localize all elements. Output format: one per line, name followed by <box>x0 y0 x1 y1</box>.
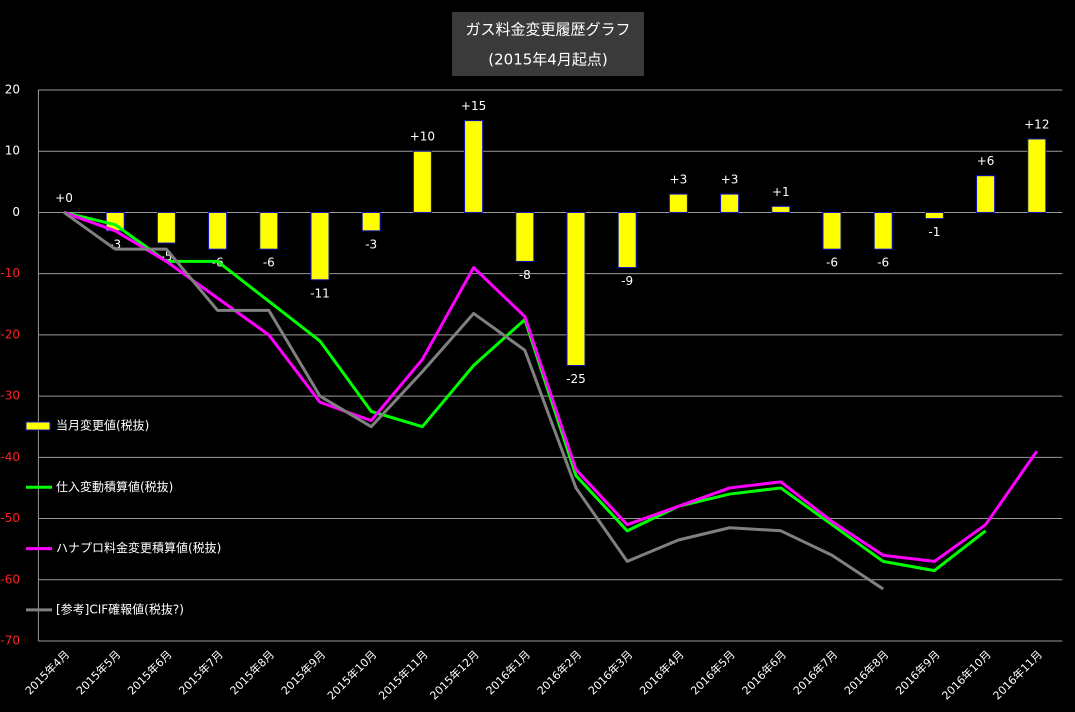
data-label: -11 <box>310 286 330 300</box>
line-series <box>63 211 885 591</box>
data-label: -3 <box>109 237 121 251</box>
y-tick-label: -40 <box>0 450 20 464</box>
data-label: +3 <box>721 173 739 187</box>
y-tick-label: -10 <box>0 266 20 280</box>
bar <box>822 211 842 250</box>
bar <box>924 211 944 220</box>
bar <box>208 211 228 250</box>
bar <box>1027 138 1047 213</box>
chart-subtitle: (2015年4月起点) <box>488 51 607 69</box>
data-label: -6 <box>826 256 838 270</box>
data-label: +6 <box>977 154 995 168</box>
data-label: -1 <box>928 225 940 239</box>
data-label: +10 <box>410 130 435 144</box>
bar <box>156 211 176 244</box>
data-label: -6 <box>263 256 275 270</box>
y-tick-label: -30 <box>0 389 20 403</box>
data-label: -3 <box>365 237 377 251</box>
data-label: +15 <box>461 99 486 113</box>
bar <box>976 175 996 213</box>
data-label: -5 <box>160 250 172 264</box>
chart-title: ガス料金変更履歴グラフ <box>465 21 630 39</box>
bar <box>259 211 279 250</box>
bar <box>566 211 586 366</box>
bar <box>310 211 330 281</box>
data-label: -9 <box>621 274 633 288</box>
data-label: +3 <box>670 173 688 187</box>
data-label: -6 <box>877 256 889 270</box>
bar <box>361 211 381 232</box>
data-label: -25 <box>566 372 586 386</box>
y-tick-label: -70 <box>0 634 20 648</box>
y-tick-label: 0 <box>12 205 20 219</box>
data-label: +0 <box>55 191 73 205</box>
bar <box>412 150 432 213</box>
data-label: +12 <box>1024 117 1049 131</box>
legend-label: 仕入変動積算値(税抜) <box>56 479 173 494</box>
bar <box>771 205 791 213</box>
y-tick-label: -60 <box>0 572 20 586</box>
legend-label: [参考]CIF確報値(税抜?) <box>56 601 184 616</box>
data-label: +1 <box>772 185 790 199</box>
bar <box>668 193 688 213</box>
legend-label: ハナプロ料金変更積算値(税抜) <box>56 540 221 555</box>
y-tick-label: 10 <box>5 144 20 158</box>
bar <box>464 120 484 213</box>
y-tick-label: 20 <box>5 83 20 97</box>
data-label: -8 <box>519 268 531 282</box>
bar <box>617 211 637 269</box>
y-tick-label: -20 <box>0 327 20 341</box>
title-box <box>452 12 644 76</box>
bar <box>720 193 740 213</box>
bar <box>515 211 535 262</box>
line-series <box>63 211 1039 563</box>
legend-swatch <box>25 421 51 431</box>
y-tick-label: -50 <box>0 511 20 525</box>
bar <box>873 211 893 250</box>
legend-label: 当月変更値(税抜) <box>56 418 149 433</box>
